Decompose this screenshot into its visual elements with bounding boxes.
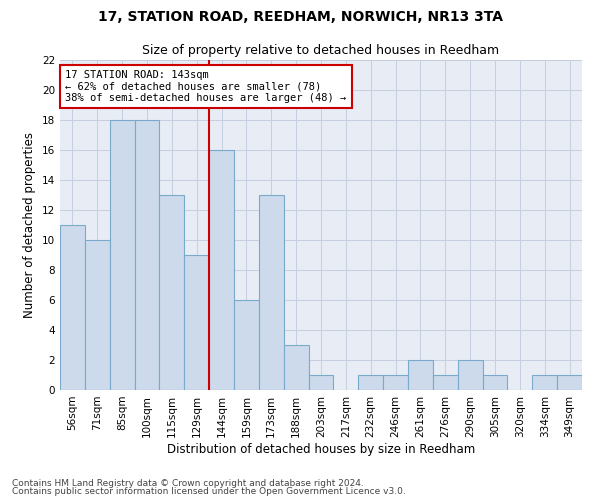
Bar xyxy=(308,375,334,390)
Bar xyxy=(184,255,209,390)
Bar xyxy=(482,375,508,390)
Y-axis label: Number of detached properties: Number of detached properties xyxy=(23,132,37,318)
Bar xyxy=(458,360,482,390)
Bar xyxy=(383,375,408,390)
X-axis label: Distribution of detached houses by size in Reedham: Distribution of detached houses by size … xyxy=(167,442,475,456)
Bar xyxy=(408,360,433,390)
Text: 17, STATION ROAD, REEDHAM, NORWICH, NR13 3TA: 17, STATION ROAD, REEDHAM, NORWICH, NR13… xyxy=(97,10,503,24)
Text: 17 STATION ROAD: 143sqm
← 62% of detached houses are smaller (78)
38% of semi-de: 17 STATION ROAD: 143sqm ← 62% of detache… xyxy=(65,70,346,103)
Bar xyxy=(532,375,557,390)
Bar xyxy=(209,150,234,390)
Bar xyxy=(85,240,110,390)
Bar xyxy=(358,375,383,390)
Bar xyxy=(60,225,85,390)
Bar xyxy=(433,375,458,390)
Bar xyxy=(284,345,308,390)
Bar xyxy=(110,120,134,390)
Title: Size of property relative to detached houses in Reedham: Size of property relative to detached ho… xyxy=(142,44,500,58)
Text: Contains HM Land Registry data © Crown copyright and database right 2024.: Contains HM Land Registry data © Crown c… xyxy=(12,478,364,488)
Bar xyxy=(259,195,284,390)
Bar xyxy=(160,195,184,390)
Bar xyxy=(557,375,582,390)
Bar xyxy=(134,120,160,390)
Bar xyxy=(234,300,259,390)
Text: Contains public sector information licensed under the Open Government Licence v3: Contains public sector information licen… xyxy=(12,487,406,496)
